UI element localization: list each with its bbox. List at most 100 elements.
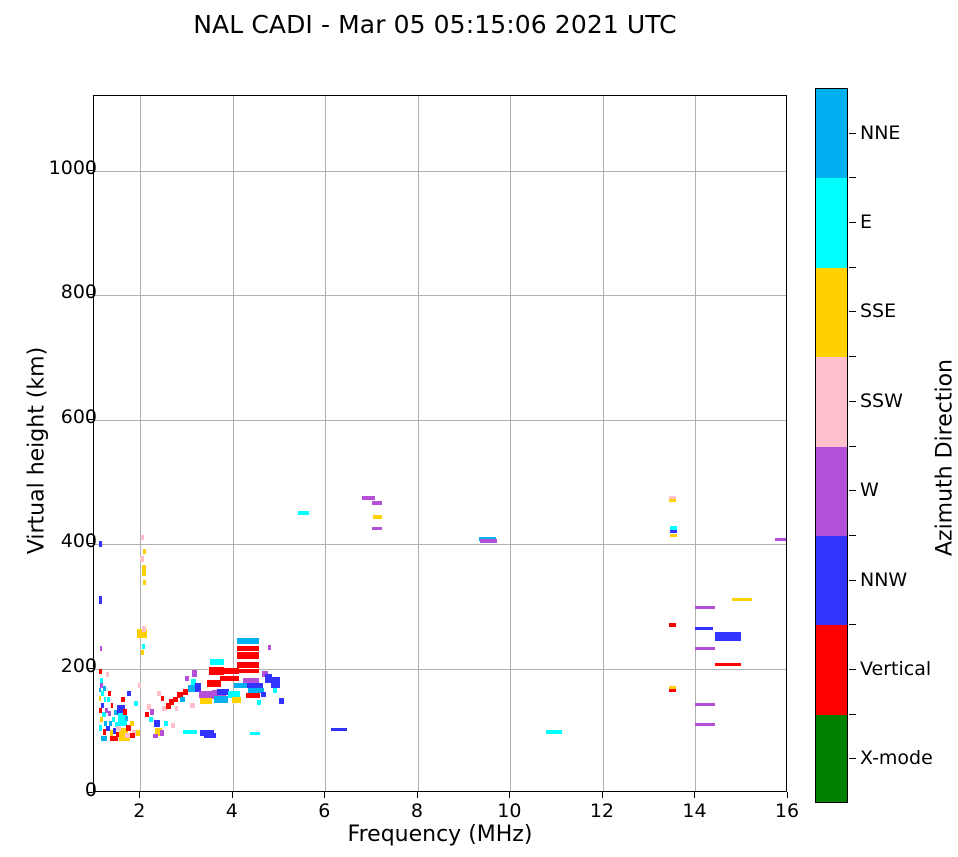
colorbar-boundary-tick	[849, 534, 856, 536]
colorbar[interactable]	[815, 88, 848, 803]
data-point	[668, 499, 677, 502]
data-point	[371, 526, 382, 531]
y-axis-tick-label: 1000	[48, 156, 97, 179]
data-point	[670, 526, 678, 530]
data-point	[141, 631, 146, 639]
y-axis-tick	[87, 792, 93, 793]
colorbar-tick	[849, 668, 856, 670]
data-point	[279, 697, 285, 704]
data-point	[107, 697, 111, 703]
data-point	[159, 730, 165, 737]
data-point	[371, 501, 382, 505]
data-point	[714, 663, 741, 667]
data-point	[479, 539, 497, 543]
data-point	[168, 699, 174, 705]
y-axis-tick-label: 200	[60, 654, 97, 677]
data-point	[256, 699, 262, 705]
data-point	[99, 645, 103, 652]
grid-layer	[94, 96, 786, 791]
colorbar-tick	[849, 222, 856, 224]
data-point	[105, 708, 108, 714]
plot-area[interactable]	[93, 95, 787, 792]
colorbar-segment-vertical[interactable]	[816, 625, 847, 716]
data-point	[228, 690, 241, 699]
x-axis-tick-label: 12	[589, 800, 615, 822]
data-point	[267, 645, 271, 650]
x-axis-label: Frequency (MHz)	[347, 822, 533, 847]
data-point	[102, 729, 107, 735]
data-point	[124, 715, 129, 721]
data-point	[119, 735, 130, 741]
data-point	[204, 733, 217, 739]
x-axis-tick	[601, 792, 603, 798]
x-axis-tick	[139, 792, 141, 798]
data-point	[668, 685, 677, 689]
data-point	[298, 511, 309, 515]
data-point	[114, 722, 119, 728]
gridline-horizontal	[94, 668, 786, 670]
gridline-vertical	[232, 96, 234, 791]
y-axis-tick	[87, 169, 93, 171]
data-point	[120, 697, 125, 703]
data-point	[156, 690, 161, 696]
colorbar-segment-sse[interactable]	[816, 267, 847, 358]
colorbar-segment-w[interactable]	[816, 446, 847, 537]
colorbar-tick	[849, 579, 856, 581]
y-axis-tick-label: 600	[60, 405, 97, 428]
data-point	[98, 725, 103, 732]
colorbar-tick	[849, 400, 856, 402]
data-point	[141, 649, 144, 655]
data-point	[130, 720, 134, 726]
colorbar-label-vertical: Vertical	[860, 657, 932, 680]
data-point	[200, 697, 213, 704]
data-point	[174, 705, 179, 711]
data-point	[265, 674, 272, 683]
x-axis-tick	[416, 792, 418, 798]
data-point	[194, 682, 202, 692]
data-point	[177, 691, 183, 698]
data-point	[126, 725, 131, 732]
data-point	[115, 731, 120, 738]
data-point	[110, 703, 114, 709]
data-point	[146, 704, 151, 710]
colorbar-segment-ssw[interactable]	[816, 357, 847, 448]
data-point	[362, 496, 376, 500]
y-axis-tick-label: 800	[60, 281, 97, 304]
data-point	[137, 683, 142, 689]
data-point	[141, 535, 145, 541]
colorbar-segment-nne[interactable]	[816, 89, 847, 179]
colorbar-segment-nnw[interactable]	[816, 535, 847, 626]
colorbar-label-x-mode: X-mode	[860, 747, 933, 770]
gridline-vertical	[695, 96, 697, 791]
x-axis-tick-label: 8	[410, 800, 423, 822]
colorbar-label-nnw: NNW	[860, 568, 908, 591]
colorbar-boundary-tick	[849, 266, 856, 268]
data-point	[122, 708, 128, 716]
data-point	[670, 529, 678, 534]
data-point	[272, 688, 277, 694]
data-point	[208, 667, 225, 675]
y-axis-tick-label: 400	[60, 530, 97, 553]
data-point	[190, 703, 195, 709]
data-point	[140, 556, 144, 562]
colorbar-tick	[849, 132, 856, 134]
data-point	[102, 712, 106, 718]
data-point	[191, 679, 196, 686]
y-axis-tick	[87, 667, 93, 669]
data-point	[144, 711, 150, 718]
data-point	[217, 689, 230, 696]
data-point	[130, 733, 135, 739]
data-point	[546, 730, 563, 734]
gridline-horizontal	[94, 170, 786, 172]
data-point	[214, 695, 229, 704]
colorbar-segment-e[interactable]	[816, 178, 847, 269]
data-layer	[94, 96, 786, 791]
data-point	[107, 690, 112, 696]
colorbar-tick	[849, 758, 856, 760]
colorbar-label-e: E	[860, 211, 873, 234]
data-point	[143, 580, 146, 585]
data-point	[142, 564, 147, 576]
colorbar-segment-x-mode[interactable]	[816, 714, 847, 802]
data-point	[250, 731, 260, 735]
data-point	[695, 646, 715, 651]
